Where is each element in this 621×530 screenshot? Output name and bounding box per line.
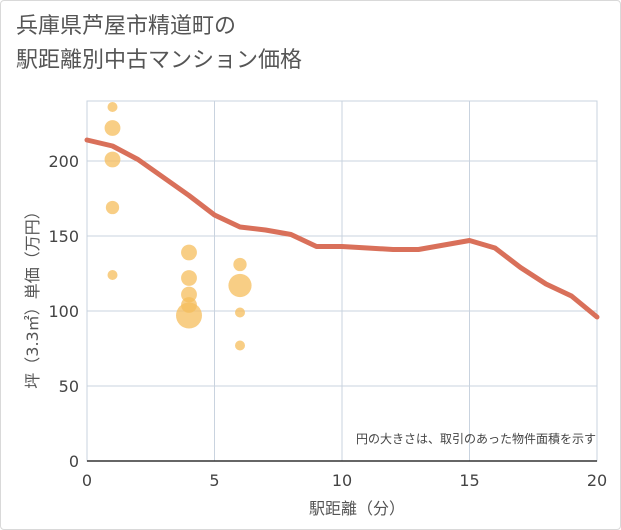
- y-tick-label: 100: [48, 302, 79, 321]
- bubble-point: [181, 270, 197, 286]
- bubble-point: [176, 302, 202, 329]
- bubble-series: [104, 102, 252, 351]
- bubble-point: [105, 200, 120, 215]
- bubble-point: [233, 257, 247, 272]
- y-tick-label: 50: [59, 377, 79, 396]
- bubble-point: [107, 270, 118, 280]
- x-tick-label: 20: [587, 471, 607, 490]
- bubble-point: [181, 244, 197, 261]
- x-tick-label: 5: [209, 471, 219, 490]
- x-tick-label: 0: [82, 471, 92, 490]
- title-line-2: 駅距離別中古マンション価格: [16, 48, 303, 73]
- bubble-point: [104, 120, 121, 136]
- y-tick-label: 150: [48, 227, 79, 246]
- bubble-size-note: 円の大きさは、取引のあった物件面積を示す: [356, 431, 596, 446]
- trend-line: [84, 137, 600, 320]
- y-tick-label: 200: [48, 152, 79, 171]
- y-axis-label: 坪（3.3㎡）単価（万円）: [23, 203, 42, 388]
- chart-title: 兵庫県芦屋市精道町の 駅距離別中古マンション価格: [16, 10, 302, 78]
- trend-line-series: [84, 137, 600, 320]
- grid-lines: [86, 100, 598, 462]
- x-axis-label: 駅距離（分）: [309, 499, 405, 518]
- title-line-1: 兵庫県芦屋市精道町の: [16, 14, 237, 39]
- bubble-point: [104, 151, 121, 168]
- bubble-point: [228, 273, 252, 298]
- bubble-point: [235, 307, 245, 318]
- x-tick-label: 15: [459, 471, 479, 490]
- bubble-point: [107, 102, 118, 112]
- bubble-point: [235, 340, 245, 351]
- y-tick-label: 0: [69, 452, 79, 471]
- x-tick-label: 10: [332, 471, 352, 490]
